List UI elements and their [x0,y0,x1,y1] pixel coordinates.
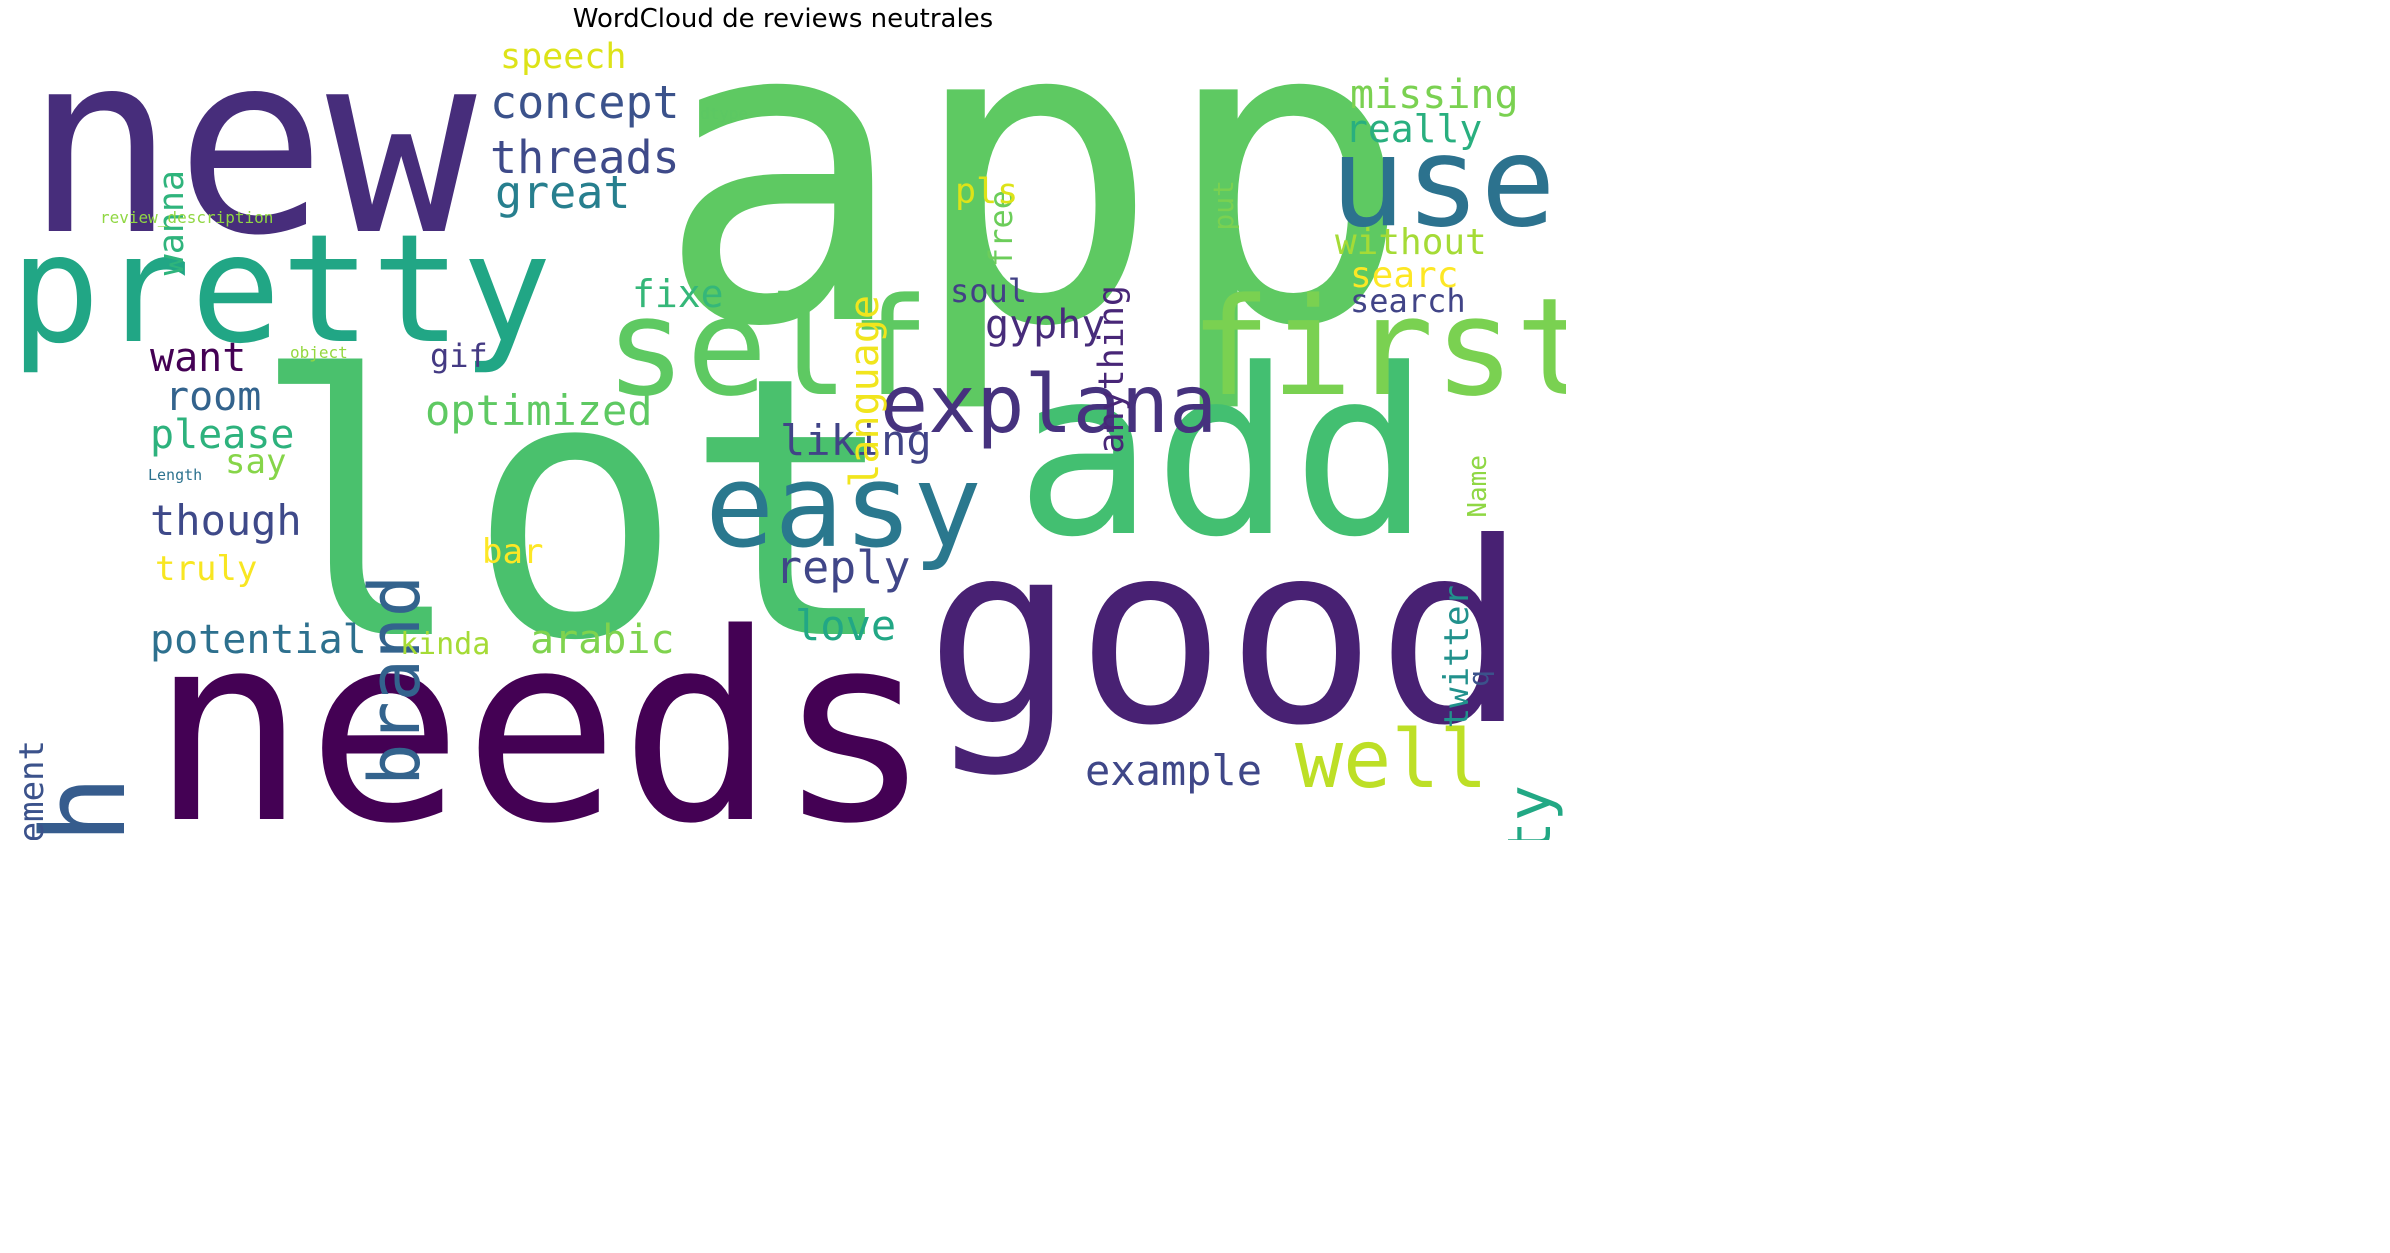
word-gif: gif [430,337,488,375]
word-search: search [1350,282,1466,320]
word-searc: searc [1350,255,1459,296]
word-new: new [25,40,477,290]
word-love: love [795,601,897,650]
word-reply: reply [775,541,911,594]
word-needs: needs [150,579,933,840]
word-twitter: twitter [1437,585,1477,729]
word-want: want [150,335,247,381]
word-really: really [1345,107,1483,151]
word-concept: concept [490,76,680,129]
word-cloud: app lot needs good new add pretty first … [0,40,1566,840]
word-easy: easy [705,440,982,574]
word-add: add [1015,321,1431,588]
word-soul: soul [950,272,1028,310]
word-missing: missing [1350,72,1519,118]
word-room: room [165,374,262,420]
word-arabic: arabic [530,617,675,663]
word-gyphy: gyphy [985,302,1106,348]
word-good: good [925,489,1528,780]
word-liking: liking [780,416,932,465]
word-first: first [1190,269,1566,426]
word-name: Name [1463,455,1493,518]
word-well: well [1295,713,1488,806]
word-put: put [1207,180,1240,231]
word-use: use [1330,110,1556,255]
word-please: please [150,412,295,458]
word-functionality: functionality [1495,785,1565,840]
word-brand: brand [354,575,436,786]
word-dtype: dtype [700,104,749,123]
word-object: object [290,343,348,362]
word-q: q [1462,670,1495,687]
word-language: language [842,295,888,488]
word-though: though [150,496,302,545]
word-potential: potential [150,617,367,663]
word-optimized: optimized [425,386,653,435]
word-great: great [495,166,631,219]
word-kinda: kinda [400,627,491,662]
word-truly: truly [155,549,258,589]
word-lot: lot [250,300,901,719]
word-pls: pls [955,172,1019,212]
word-length: Length [148,466,203,484]
word-example: example [1085,746,1263,795]
word-app: app [655,40,1414,419]
word-explana: explana [880,358,1218,451]
chart-title: WordCloud de reviews neutrales [572,4,994,34]
word-bar: bar [482,532,544,572]
word-say: say [225,442,287,482]
word-improvement: improvement [12,740,52,840]
word-without: without [1335,222,1487,263]
word-review-description: review_description [100,208,274,227]
word-pretty: pretty [10,203,552,377]
word-threads: threads [490,131,680,184]
word-speech: speech [500,40,627,77]
word-anything: anything [1092,285,1132,454]
word-self: self [605,269,931,426]
word-fixe: fixe [632,272,724,316]
